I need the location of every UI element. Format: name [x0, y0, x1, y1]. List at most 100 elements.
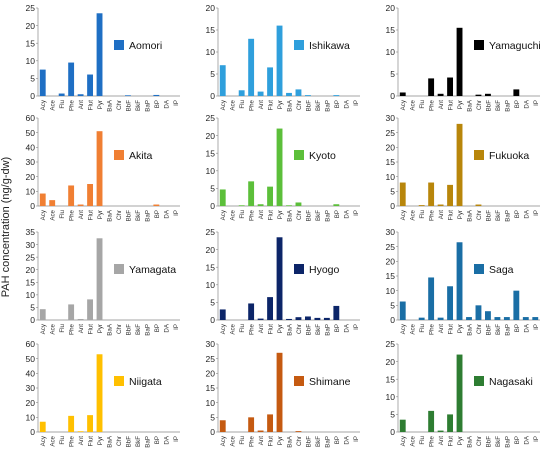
x-tick-label: BP [514, 210, 521, 218]
legend-swatch [474, 264, 484, 274]
x-tick-label: Pyr [277, 324, 284, 333]
bar-ip [532, 317, 539, 320]
bar-baa [286, 318, 292, 320]
x-tick-label: Chr [476, 324, 483, 334]
bar-acy [219, 189, 226, 206]
x-tick-label: Chr [116, 210, 123, 220]
bar-pyr [96, 13, 103, 97]
x-tick-label: Ant [438, 436, 445, 446]
bar-bp [513, 89, 520, 96]
x-tick-label: Ant [78, 210, 85, 220]
x-tick-label: BP [154, 324, 161, 332]
x-tick-label: DA [523, 99, 530, 108]
x-tick-label: Pyr [277, 100, 284, 109]
x-tick-label: BkF [495, 210, 502, 221]
x-tick-label: Flu [239, 209, 246, 218]
x-tick-label: Flut [268, 210, 275, 221]
y-tick-label: 10 [386, 172, 396, 182]
bar-flu [238, 90, 245, 96]
bar-bap [503, 317, 510, 320]
bar-acy [219, 309, 226, 320]
bar-flut [447, 77, 454, 96]
x-tick-label: IP [533, 100, 540, 106]
panel-aomori: 0 5 10 15 20 25 Acy Ace Flu Phe Ant Flut Pyr BaA Chr Bb… [26, 3, 180, 112]
x-tick-label: BP [514, 436, 521, 444]
bar-pyr [96, 238, 103, 320]
y-tick-label: 20 [26, 172, 36, 182]
y-tick-label: 5 [390, 187, 395, 197]
x-tick-label: Ant [78, 324, 85, 334]
bar-flut [267, 297, 274, 320]
bar-flut [87, 415, 94, 432]
legend-swatch [114, 150, 124, 160]
y-tick-label: 20 [386, 143, 396, 153]
x-tick-label: BbF [125, 210, 132, 222]
x-tick-label: BkF [315, 210, 322, 221]
y-tick-label: 20 [386, 357, 396, 367]
x-tick-label: BaA [287, 435, 294, 448]
bar-ant [77, 431, 84, 432]
bar-phe [248, 303, 255, 320]
bar-flu [58, 93, 65, 96]
y-tick-label: 10 [206, 398, 216, 408]
bar-flut [87, 184, 94, 206]
x-tick-label: IP [353, 210, 360, 216]
x-tick-label: DA [163, 209, 170, 218]
x-tick-label: BkF [315, 436, 322, 447]
x-tick-label: BbF [485, 436, 492, 448]
legend-label: Niigata [129, 376, 162, 388]
y-tick-label: 0 [390, 91, 395, 101]
x-tick-label: Chr [476, 100, 483, 110]
x-tick-label: Phe [69, 209, 76, 221]
y-tick-label: 20 [386, 257, 396, 267]
x-tick-label: Flut [448, 324, 455, 335]
y-tick-label: 10 [206, 280, 216, 290]
x-tick-label: DA [523, 209, 530, 218]
x-tick-label: BbF [305, 436, 312, 448]
x-tick-label: BaP [504, 210, 511, 222]
x-tick-label: Pyr [457, 436, 464, 445]
x-tick-label: Pyr [457, 210, 464, 219]
x-tick-label: DA [343, 209, 350, 218]
bar-flut [447, 184, 454, 206]
y-tick-label: 60 [26, 339, 36, 349]
bar-phe [428, 78, 435, 96]
bar-bbf [484, 93, 491, 96]
bar-ant [437, 93, 444, 96]
bar-acy [399, 301, 406, 320]
legend-label: Aomori [129, 40, 162, 52]
x-tick-label: IP [173, 324, 180, 330]
bar-acy [219, 420, 226, 432]
bar-phe [428, 182, 435, 206]
y-tick-label: 50 [26, 354, 36, 364]
legend-label: Shimane [309, 376, 351, 388]
bar-pyr [276, 128, 283, 206]
x-tick-label: Ant [438, 210, 445, 220]
bar-chr [475, 305, 482, 320]
y-tick-label: 35 [26, 227, 36, 237]
x-tick-label: Phe [429, 435, 436, 447]
bar-acy [399, 419, 406, 432]
x-tick-label: Phe [69, 99, 76, 111]
bar-bbf [304, 95, 311, 96]
x-tick-label: BaA [467, 99, 474, 112]
y-tick-label: 15 [206, 383, 216, 393]
bar-chr [475, 94, 482, 96]
x-tick-label: Flut [88, 210, 95, 221]
bar-ant [437, 317, 444, 320]
x-tick-label: BP [514, 324, 521, 332]
x-tick-label: BaA [467, 435, 474, 448]
y-tick-label: 25 [26, 3, 36, 13]
x-tick-label: Phe [429, 323, 436, 335]
x-tick-label: BbF [125, 436, 132, 448]
x-tick-label: BbF [125, 324, 132, 336]
x-tick-label: Flut [88, 100, 95, 111]
y-tick-label: 10 [206, 166, 216, 176]
x-tick-label: Flu [59, 323, 66, 332]
x-tick-label: Acy [40, 99, 47, 110]
bar-ant [257, 91, 264, 96]
bar-ant [77, 318, 84, 320]
y-tick-label: 15 [26, 38, 36, 48]
legend-label: Akita [129, 150, 153, 162]
x-tick-label: Chr [296, 324, 303, 334]
